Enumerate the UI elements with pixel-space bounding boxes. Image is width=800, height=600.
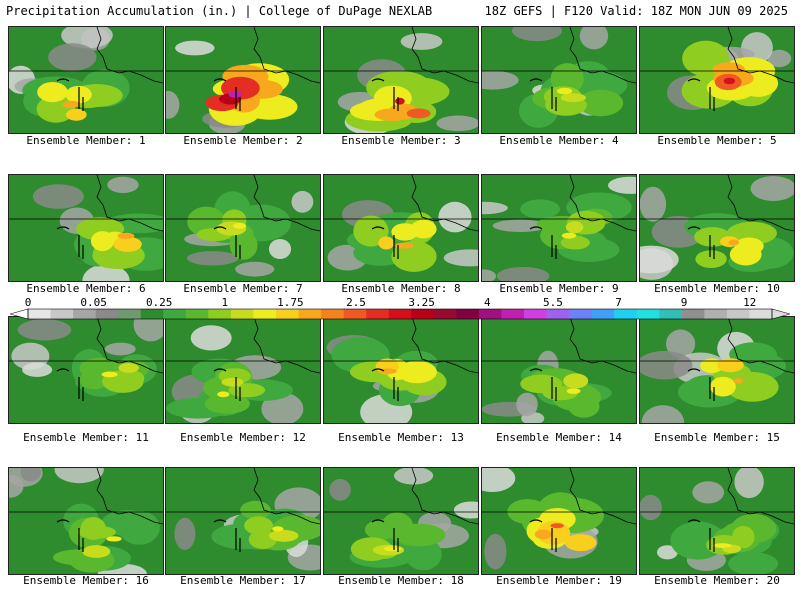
ensemble-member-map [8,316,164,424]
colorbar-tick-label: 7 [615,296,622,309]
ensemble-member-label: Ensemble Member: 14 [496,431,622,444]
colorbar-segment [456,309,480,319]
ensemble-member-map [481,26,637,134]
colorbar-segment [343,309,367,319]
colorbar-segment [546,309,570,319]
colorbar-tick-label: 9 [680,296,688,309]
colorbar-segment [433,309,457,319]
ensemble-member-map [323,174,479,282]
colorbar-tick-label: 4 [483,296,491,309]
map-title: Precipitation Accumulation (in.) | Colle… [6,4,433,18]
colorbar-segment [28,309,52,319]
ensemble-member-label: Ensemble Member: 17 [180,574,306,587]
ensemble-member-label: Ensemble Member: 5 [657,134,777,147]
ensemble-member-label: Ensemble Member: 18 [338,574,464,587]
ensemble-member-map [323,316,479,424]
ensemble-member-map [639,26,795,134]
ensemble-member-map [8,174,164,282]
ensemble-member-map [165,316,321,424]
colorbar-segment [208,309,232,319]
ensemble-member-label: Ensemble Member: 10 [654,282,780,295]
colorbar-segment [366,309,390,319]
ensemble-member-label: Ensemble Member: 11 [23,431,149,444]
ensemble-member-map [481,316,637,424]
ensemble-member-map [165,26,321,134]
ensemble-member-label: Ensemble Member: 3 [341,134,461,147]
colorbar-segment [95,309,119,319]
ensemble-member-label: Ensemble Member: 20 [654,574,780,587]
colorbar-segment [411,309,435,319]
colorbar-segment [681,309,705,319]
ensemble-member-label: Ensemble Member: 13 [338,431,464,444]
ensemble-member-map [639,467,795,575]
colorbar-tick-label: 0.05 [80,296,107,309]
colorbar-segment [569,309,593,319]
ensemble-member-map [639,316,795,424]
colorbar-segment [704,309,728,319]
colorbar-segment [73,309,97,319]
ensemble-member-label: Ensemble Member: 9 [499,282,619,295]
ensemble-member-map [165,174,321,282]
colorbar-segment [388,309,412,319]
colorbar-segment [726,309,750,319]
ensemble-member-label: Ensemble Member: 1 [26,134,146,147]
colorbar-segment [749,309,773,319]
colorbar-tick-label: 1 [221,296,229,309]
colorbar-segment [140,309,164,319]
ensemble-member-label: Ensemble Member: 7 [183,282,303,295]
colorbar-segment [614,309,638,319]
colorbar-segment [118,309,142,319]
ensemble-member-label: Ensemble Member: 8 [341,282,461,295]
ensemble-member-label: Ensemble Member: 6 [26,282,146,295]
run-info: 18Z GEFS | F120 Valid: 18Z MON JUN 09 20… [484,4,788,18]
colorbar-segment [230,309,254,319]
ensemble-member-map [165,467,321,575]
colorbar-segment [163,309,187,319]
colorbar-tick-label: 0 [24,296,32,309]
colorbar-segment [636,309,660,319]
colorbar-max-arrow [771,308,790,320]
ensemble-member-label: Ensemble Member: 19 [496,574,622,587]
colorbar-tick-label: 0.25 [145,296,173,309]
colorbar-segment [591,309,615,319]
ensemble-member-label: Ensemble Member: 12 [180,431,306,444]
colorbar-segment [501,309,525,319]
colorbar-tick-label: 1.75 [277,296,304,309]
ensemble-member-map [8,467,164,575]
colorbar-segment [276,309,300,319]
ensemble-member-label: Ensemble Member: 16 [23,574,149,587]
ensemble-member-label: Ensemble Member: 4 [499,134,619,147]
colorbar-tick-label: 3.25 [408,296,435,309]
ensemble-member-map [481,174,637,282]
colorbar-segment [659,309,683,319]
colorbar-min-arrow [10,308,29,320]
colorbar-segment [478,309,502,319]
colorbar-tick-label: 12 [743,296,757,309]
colorbar-segment [321,309,345,319]
ensemble-member-map [639,174,795,282]
colorbar-segment [524,309,548,319]
colorbar-segment [50,309,74,319]
ensemble-member-map [323,467,479,575]
colorbar-segment [298,309,322,319]
ensemble-member-map [8,26,164,134]
precip-colorbar [10,308,790,320]
colorbar-tick-label: 2.5 [346,296,366,309]
colorbar-segment [185,309,209,319]
ensemble-member-label: Ensemble Member: 2 [183,134,303,147]
ensemble-member-label: Ensemble Member: 15 [654,431,780,444]
colorbar-tick-label: 5.5 [542,296,563,309]
ensemble-member-map [323,26,479,134]
colorbar-segment [253,309,277,319]
ensemble-member-map [481,467,637,575]
